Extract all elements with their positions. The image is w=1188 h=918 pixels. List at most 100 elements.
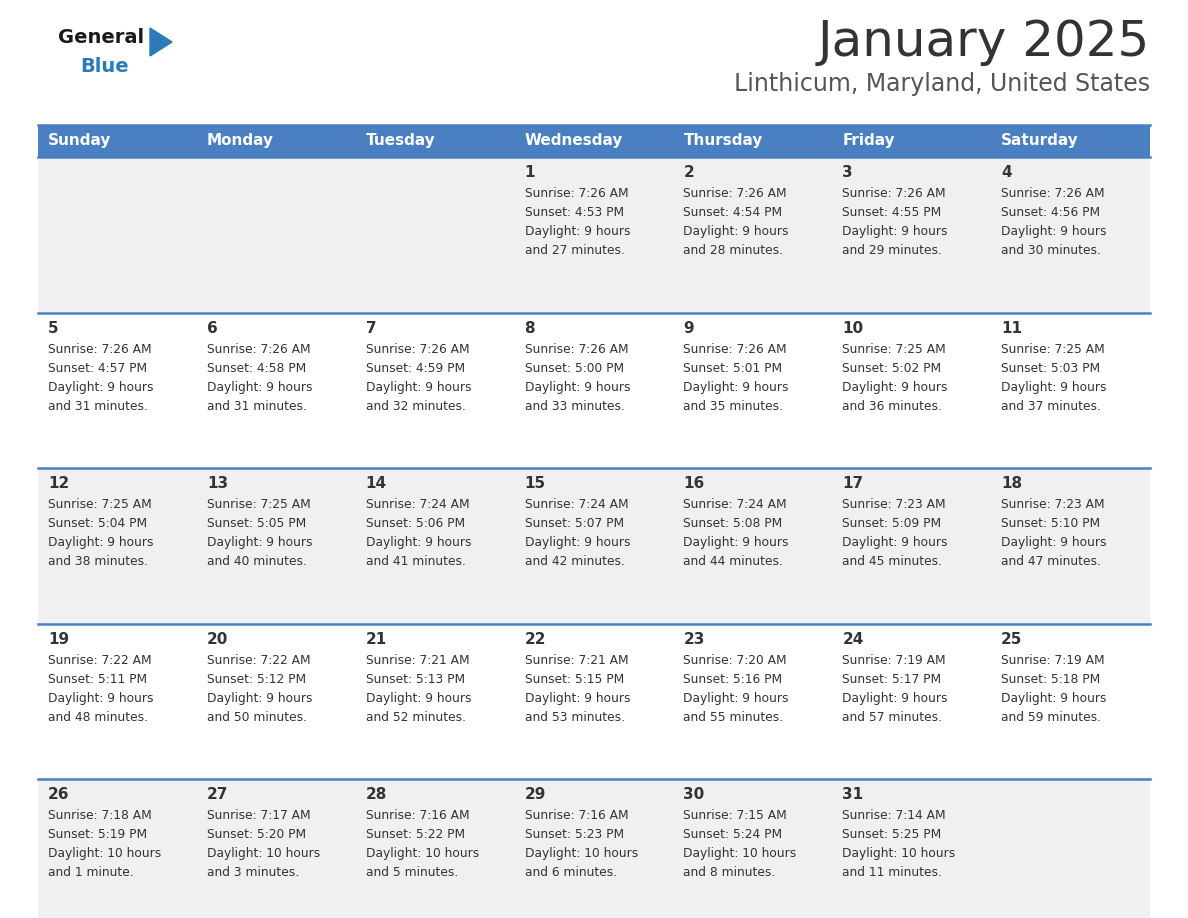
Text: 31: 31 <box>842 788 864 802</box>
Text: Daylight: 9 hours: Daylight: 9 hours <box>48 381 153 394</box>
Text: and 48 minutes.: and 48 minutes. <box>48 711 148 723</box>
Bar <box>38 624 1150 779</box>
Text: 30: 30 <box>683 788 704 802</box>
Text: Sunrise: 7:26 AM: Sunrise: 7:26 AM <box>207 342 310 355</box>
Text: Daylight: 10 hours: Daylight: 10 hours <box>48 847 162 860</box>
Text: and 27 minutes.: and 27 minutes. <box>525 244 625 257</box>
Text: Sunset: 5:19 PM: Sunset: 5:19 PM <box>48 828 147 842</box>
Text: Daylight: 9 hours: Daylight: 9 hours <box>366 381 472 394</box>
Bar <box>38 468 1150 624</box>
Text: and 31 minutes.: and 31 minutes. <box>207 399 307 412</box>
Text: and 47 minutes.: and 47 minutes. <box>1001 555 1101 568</box>
Text: 4: 4 <box>1001 165 1012 180</box>
Text: Blue: Blue <box>80 57 128 76</box>
Bar <box>38 157 1150 313</box>
Text: and 59 minutes.: and 59 minutes. <box>1001 711 1101 723</box>
Text: 6: 6 <box>207 320 217 336</box>
Bar <box>38 313 1150 468</box>
Text: 10: 10 <box>842 320 864 336</box>
Text: Daylight: 9 hours: Daylight: 9 hours <box>525 536 630 549</box>
Text: Saturday: Saturday <box>1001 133 1079 149</box>
Text: 27: 27 <box>207 788 228 802</box>
Text: and 5 minutes.: and 5 minutes. <box>366 867 457 879</box>
Text: Daylight: 9 hours: Daylight: 9 hours <box>48 536 153 549</box>
Text: Daylight: 9 hours: Daylight: 9 hours <box>842 536 948 549</box>
Text: Sunday: Sunday <box>48 133 112 149</box>
Text: Daylight: 9 hours: Daylight: 9 hours <box>366 692 472 705</box>
Text: Sunset: 5:20 PM: Sunset: 5:20 PM <box>207 828 307 842</box>
Text: and 38 minutes.: and 38 minutes. <box>48 555 148 568</box>
Text: 25: 25 <box>1001 632 1023 647</box>
Text: Tuesday: Tuesday <box>366 133 436 149</box>
Text: and 11 minutes.: and 11 minutes. <box>842 867 942 879</box>
Text: and 41 minutes.: and 41 minutes. <box>366 555 466 568</box>
Text: 11: 11 <box>1001 320 1022 336</box>
Text: Sunrise: 7:15 AM: Sunrise: 7:15 AM <box>683 810 788 823</box>
Text: Daylight: 10 hours: Daylight: 10 hours <box>525 847 638 860</box>
Text: Sunrise: 7:26 AM: Sunrise: 7:26 AM <box>683 342 788 355</box>
Text: Daylight: 9 hours: Daylight: 9 hours <box>207 381 312 394</box>
Text: Sunrise: 7:21 AM: Sunrise: 7:21 AM <box>366 654 469 666</box>
Text: Daylight: 9 hours: Daylight: 9 hours <box>525 225 630 238</box>
Text: Daylight: 9 hours: Daylight: 9 hours <box>683 381 789 394</box>
Text: Daylight: 9 hours: Daylight: 9 hours <box>48 692 153 705</box>
Text: and 30 minutes.: and 30 minutes. <box>1001 244 1101 257</box>
Text: Daylight: 10 hours: Daylight: 10 hours <box>683 847 797 860</box>
Polygon shape <box>150 28 172 56</box>
Text: Sunset: 5:15 PM: Sunset: 5:15 PM <box>525 673 624 686</box>
Text: Sunset: 4:53 PM: Sunset: 4:53 PM <box>525 206 624 219</box>
Text: and 28 minutes.: and 28 minutes. <box>683 244 783 257</box>
Text: 16: 16 <box>683 476 704 491</box>
Text: Sunrise: 7:22 AM: Sunrise: 7:22 AM <box>207 654 310 666</box>
Text: 26: 26 <box>48 788 70 802</box>
Text: Sunset: 5:25 PM: Sunset: 5:25 PM <box>842 828 942 842</box>
Text: Sunset: 5:08 PM: Sunset: 5:08 PM <box>683 517 783 531</box>
Text: and 32 minutes.: and 32 minutes. <box>366 399 466 412</box>
Text: Sunrise: 7:24 AM: Sunrise: 7:24 AM <box>683 498 788 511</box>
Text: Sunset: 5:23 PM: Sunset: 5:23 PM <box>525 828 624 842</box>
Text: Wednesday: Wednesday <box>525 133 623 149</box>
Text: Sunset: 5:16 PM: Sunset: 5:16 PM <box>683 673 783 686</box>
Text: Monday: Monday <box>207 133 274 149</box>
Bar <box>38 125 1150 157</box>
Text: Sunrise: 7:18 AM: Sunrise: 7:18 AM <box>48 810 152 823</box>
Text: Friday: Friday <box>842 133 895 149</box>
Text: Sunrise: 7:24 AM: Sunrise: 7:24 AM <box>366 498 469 511</box>
Text: Daylight: 9 hours: Daylight: 9 hours <box>525 381 630 394</box>
Text: 23: 23 <box>683 632 704 647</box>
Text: Sunrise: 7:14 AM: Sunrise: 7:14 AM <box>842 810 946 823</box>
Text: and 3 minutes.: and 3 minutes. <box>207 867 299 879</box>
Text: and 29 minutes.: and 29 minutes. <box>842 244 942 257</box>
Text: Sunrise: 7:24 AM: Sunrise: 7:24 AM <box>525 498 628 511</box>
Text: Daylight: 10 hours: Daylight: 10 hours <box>842 847 955 860</box>
Text: Sunset: 5:00 PM: Sunset: 5:00 PM <box>525 362 624 375</box>
Text: Sunrise: 7:25 AM: Sunrise: 7:25 AM <box>207 498 310 511</box>
Text: Sunrise: 7:26 AM: Sunrise: 7:26 AM <box>366 342 469 355</box>
Text: and 50 minutes.: and 50 minutes. <box>207 711 307 723</box>
Text: Sunset: 5:18 PM: Sunset: 5:18 PM <box>1001 673 1100 686</box>
Text: Daylight: 9 hours: Daylight: 9 hours <box>842 381 948 394</box>
Text: and 52 minutes.: and 52 minutes. <box>366 711 466 723</box>
Text: Daylight: 9 hours: Daylight: 9 hours <box>683 692 789 705</box>
Text: and 1 minute.: and 1 minute. <box>48 867 133 879</box>
Text: and 33 minutes.: and 33 minutes. <box>525 399 625 412</box>
Text: Sunset: 5:07 PM: Sunset: 5:07 PM <box>525 517 624 531</box>
Text: 21: 21 <box>366 632 387 647</box>
Text: 1: 1 <box>525 165 535 180</box>
Text: Daylight: 9 hours: Daylight: 9 hours <box>842 692 948 705</box>
Text: Daylight: 9 hours: Daylight: 9 hours <box>1001 692 1107 705</box>
Text: Daylight: 10 hours: Daylight: 10 hours <box>207 847 320 860</box>
Text: Sunset: 4:57 PM: Sunset: 4:57 PM <box>48 362 147 375</box>
Text: and 57 minutes.: and 57 minutes. <box>842 711 942 723</box>
Text: and 53 minutes.: and 53 minutes. <box>525 711 625 723</box>
Text: Sunrise: 7:23 AM: Sunrise: 7:23 AM <box>1001 498 1105 511</box>
Text: 2: 2 <box>683 165 694 180</box>
Text: Sunset: 4:54 PM: Sunset: 4:54 PM <box>683 206 783 219</box>
Text: Sunrise: 7:25 AM: Sunrise: 7:25 AM <box>842 342 946 355</box>
Text: Sunset: 5:10 PM: Sunset: 5:10 PM <box>1001 517 1100 531</box>
Text: 29: 29 <box>525 788 546 802</box>
Text: Sunset: 5:03 PM: Sunset: 5:03 PM <box>1001 362 1100 375</box>
Text: Daylight: 9 hours: Daylight: 9 hours <box>683 536 789 549</box>
Text: Sunrise: 7:25 AM: Sunrise: 7:25 AM <box>1001 342 1105 355</box>
Text: and 45 minutes.: and 45 minutes. <box>842 555 942 568</box>
